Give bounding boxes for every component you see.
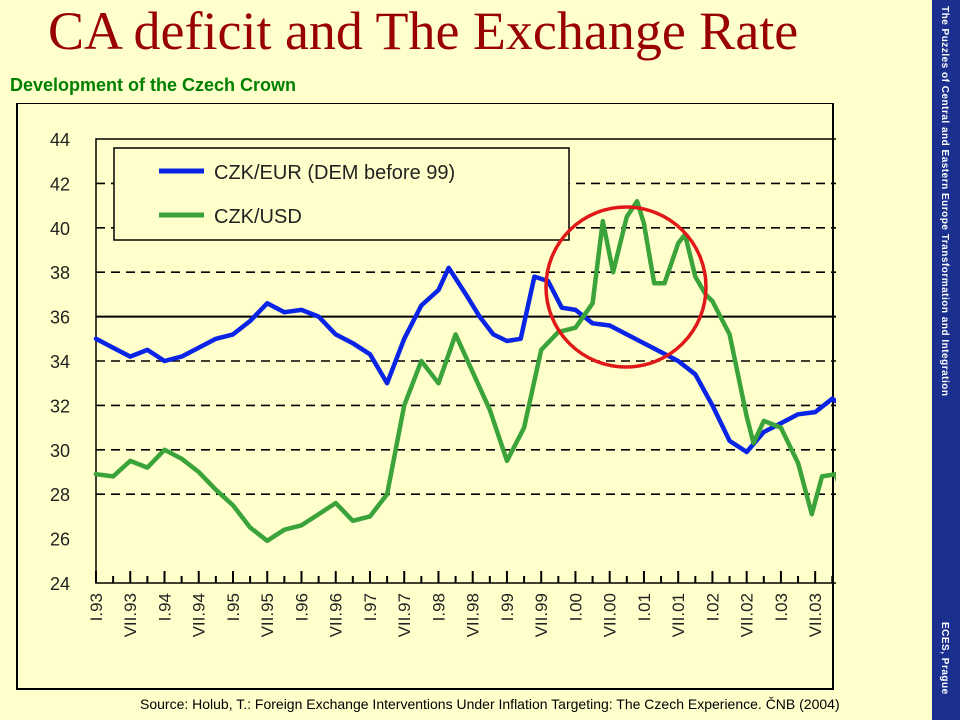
exchange-rate-chart: 2424262628283030323234343636383840404242…: [16, 103, 836, 690]
x-tick-label: I.01: [635, 593, 654, 621]
x-tick-label: I.94: [155, 593, 174, 621]
y-tick-label-left: 32: [50, 396, 70, 416]
x-tick-label: I.96: [292, 593, 311, 621]
x-tick-label: VII.93: [121, 593, 140, 637]
legend-label-eur: CZK/EUR (DEM before 99): [214, 162, 455, 184]
x-tick-label: VII.95: [258, 593, 277, 637]
chart-plot-border: [95, 138, 836, 584]
y-tick-label-left: 26: [50, 530, 70, 550]
source-citation: Source: Holub, T.: Foreign Exchange Inte…: [140, 696, 840, 712]
highlight-circle: [544, 205, 708, 369]
x-tick-label: I.98: [429, 593, 448, 621]
x-tick-label: I.00: [566, 593, 585, 621]
x-tick-label: VII.99: [532, 593, 551, 637]
x-tick-label: VII.01: [669, 593, 688, 637]
legend-box: [113, 147, 570, 241]
series-line-czk-eur: [93, 265, 836, 455]
x-tick-label: VII.00: [601, 593, 620, 637]
y-tick-label-left: 34: [50, 352, 70, 372]
y-tick-label-left: 36: [50, 308, 70, 328]
y-tick-label-left: 42: [50, 174, 70, 194]
chart-series: [93, 198, 836, 544]
x-tick-label: VII.02: [738, 593, 757, 637]
x-tick-label: VII.94: [190, 593, 209, 637]
chart-legend: CZK/EUR (DEM before 99) CZK/USD: [113, 147, 570, 241]
y-tick-label-left: 30: [50, 441, 70, 461]
x-tick-label: VII.03: [806, 593, 825, 637]
x-tick-label: VII.97: [395, 593, 414, 637]
slide-subtitle: Development of the Czech Crown: [10, 75, 297, 95]
y-tick-label-left: 44: [50, 130, 70, 150]
x-tick-label: I.03: [772, 593, 791, 621]
x-tick-label: VII.98: [464, 593, 483, 637]
x-tick-label: I.97: [361, 593, 380, 621]
sidebar-course-title: The Puzzles of Central and Eastern Europ…: [939, 6, 950, 397]
sidebar-institution: ECES, Prague: [939, 622, 950, 695]
y-tick-label-left: 40: [50, 219, 70, 239]
x-tick-label: I.93: [87, 593, 106, 621]
x-tick-label: I.99: [498, 593, 517, 621]
y-tick-label-left: 28: [50, 485, 70, 505]
y-tick-label-left: 24: [50, 574, 70, 594]
x-tick-label: I.95: [224, 593, 243, 621]
sidebar-band: [932, 0, 960, 720]
x-tick-label: VII.96: [327, 593, 346, 637]
x-tick-label: I.02: [703, 593, 722, 621]
series-line-czk-usd: [93, 198, 836, 544]
slide-title: CA deficit and The Exchange Rate: [48, 1, 799, 61]
chart-axes: 2424262628283030323234343636383840404242…: [50, 130, 834, 637]
y-tick-label-left: 38: [50, 263, 70, 283]
legend-label-usd: CZK/USD: [214, 206, 302, 228]
